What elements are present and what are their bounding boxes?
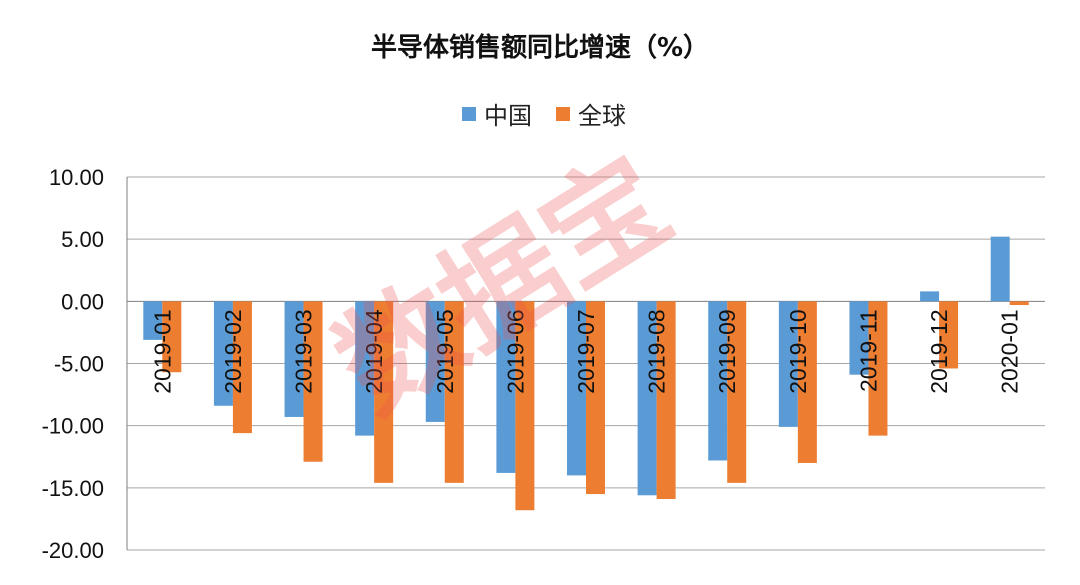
bar-china-2019-07 bbox=[567, 301, 586, 476]
legend-label-global: 全球 bbox=[578, 102, 626, 130]
bar-global-2019-02 bbox=[232, 301, 252, 434]
bar-global-2019-05 bbox=[444, 301, 464, 483]
legend-swatch-global bbox=[556, 107, 570, 121]
bar-china-2019-03 bbox=[284, 301, 304, 417]
bar-global-2020-01 bbox=[1009, 301, 1029, 306]
y-axis-ticks: 10.00 5.00 0.00 -5.00 -10.00 -15.00 -20.00 bbox=[42, 165, 104, 563]
category-label: 2019-11 bbox=[855, 309, 881, 392]
bars bbox=[143, 236, 1029, 511]
bar-china-2019-02 bbox=[213, 301, 233, 406]
category-label: 2019-04 bbox=[361, 309, 387, 394]
y-tick-label: -20.00 bbox=[42, 538, 104, 563]
bar-china-2020-01 bbox=[990, 236, 1010, 302]
category-labels: 2019-01 2019-02 2019-03 2019-04 2019-05 2019-… bbox=[149, 309, 1022, 394]
y-tick-label: 0.00 bbox=[61, 289, 104, 314]
category-label: 2019-01 bbox=[149, 309, 175, 393]
bar-global-2019-03 bbox=[303, 301, 323, 462]
category-label: 2019-10 bbox=[785, 309, 811, 393]
bar-global-2019-01 bbox=[162, 301, 182, 373]
y-tick-label: -15.00 bbox=[42, 476, 104, 501]
bar-china-2019-01 bbox=[143, 301, 163, 340]
legend-swatch-china bbox=[462, 107, 476, 121]
category-label: 2019-03 bbox=[291, 309, 317, 393]
bar-global-2019-11 bbox=[868, 301, 888, 436]
category-label: 2019-09 bbox=[714, 309, 740, 393]
bar-china-2019-08 bbox=[637, 301, 657, 496]
bar-china-2019-04 bbox=[355, 301, 375, 436]
bar-china-2019-06 bbox=[496, 301, 516, 473]
bar-global-2019-06 bbox=[515, 301, 535, 511]
bar-china-2019-10 bbox=[778, 301, 798, 427]
bar-global-2019-04 bbox=[374, 301, 394, 483]
category-label: 2019-12 bbox=[926, 309, 952, 393]
bar-global-2019-08 bbox=[656, 301, 676, 500]
category-label: 2019-02 bbox=[220, 309, 246, 393]
category-label: 2019-07 bbox=[573, 309, 599, 393]
y-tick-label: 5.00 bbox=[61, 227, 104, 252]
bar-global-2019-12 bbox=[939, 301, 959, 369]
bar-china-2019-11 bbox=[849, 301, 869, 375]
legend-label-china: 中国 bbox=[484, 102, 532, 130]
bar-global-2019-10 bbox=[797, 301, 817, 463]
bar-global-2019-07 bbox=[586, 301, 605, 495]
bar-china-2019-12 bbox=[920, 291, 940, 302]
y-tick-label: -10.00 bbox=[42, 414, 104, 439]
category-label: 2019-08 bbox=[644, 309, 670, 393]
legend: 中国 全球 bbox=[462, 102, 626, 130]
bar-china-2019-05 bbox=[425, 301, 445, 422]
bar-china-2019-09 bbox=[708, 301, 728, 461]
category-label: 2019-06 bbox=[502, 309, 528, 393]
category-label: 2019-05 bbox=[432, 309, 458, 393]
bar-global-2019-09 bbox=[727, 301, 747, 483]
chart-title: 半导体销售额同比增速（%） bbox=[371, 32, 709, 63]
category-label: 2020-01 bbox=[997, 309, 1023, 393]
y-tick-label: -5.00 bbox=[54, 352, 104, 377]
y-tick-label: 10.00 bbox=[49, 165, 104, 190]
